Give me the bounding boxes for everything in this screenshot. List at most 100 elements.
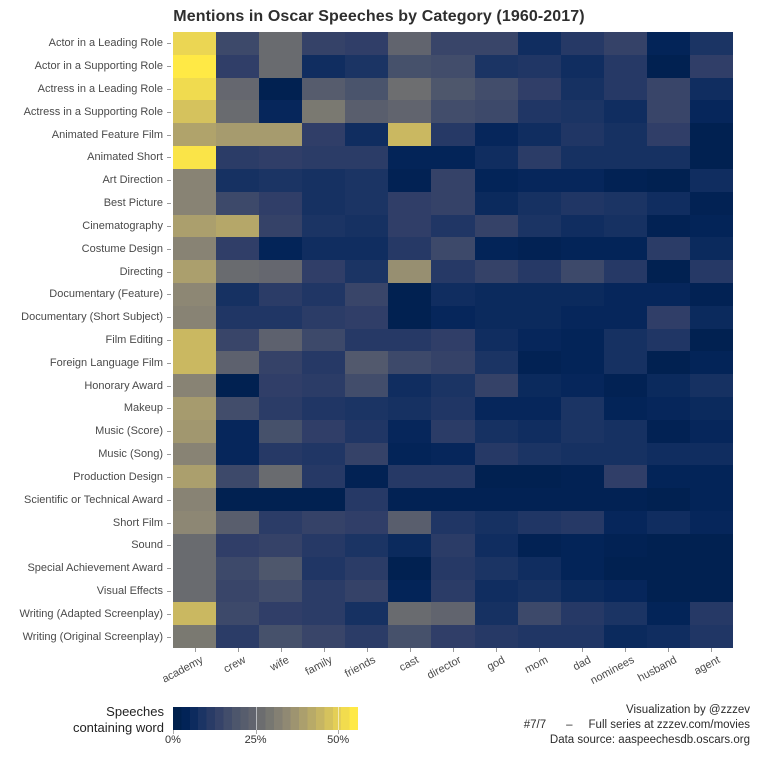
y-axis-tick [167, 111, 171, 113]
heatmap-cell [388, 77, 432, 101]
heatmap-cell [345, 146, 389, 169]
heatmap-cell [603, 54, 647, 78]
heatmap-cell [689, 282, 733, 306]
heatmap-cell [173, 214, 217, 238]
heatmap-cell [345, 168, 389, 192]
heatmap-cell [302, 579, 346, 603]
heatmap-cell [388, 54, 432, 78]
heatmap-cell [689, 305, 733, 329]
heatmap-cell [388, 191, 432, 215]
x-axis-label: wife [268, 654, 292, 674]
heatmap-cell [560, 625, 604, 648]
heatmap-cell [474, 214, 518, 238]
y-axis-label: Documentary (Short Subject) [21, 311, 163, 324]
heatmap-cell [474, 419, 518, 443]
heatmap-cell [474, 328, 518, 352]
heatmap-cell [388, 146, 432, 169]
heatmap-cell [560, 123, 604, 147]
heatmap-cell [259, 32, 303, 55]
heatmap-cell [474, 32, 518, 55]
heatmap-cell [345, 237, 389, 261]
heatmap-cell [646, 625, 690, 648]
heatmap-cell [560, 533, 604, 557]
heatmap-cell [388, 328, 432, 352]
heatmap-cell [560, 419, 604, 443]
heatmap-cell [517, 305, 561, 329]
heatmap-cell [388, 374, 432, 398]
heatmap-cell [173, 351, 217, 375]
heatmap-cell [689, 214, 733, 238]
heatmap-cell [388, 579, 432, 603]
heatmap-cell [388, 625, 432, 648]
y-axis-tick [167, 66, 171, 68]
heatmap-cell [345, 374, 389, 398]
heatmap-cell [259, 419, 303, 443]
x-axis-label: friends [342, 654, 378, 681]
legend-tick-label: 50% [327, 734, 350, 746]
x-axis-label: mom [522, 654, 550, 677]
heatmap-cell [431, 556, 475, 580]
x-axis-tick [366, 648, 368, 652]
heatmap-cell [259, 168, 303, 192]
heatmap-cell [173, 305, 217, 329]
heatmap-cell [560, 397, 604, 420]
y-axis-tick [167, 180, 171, 182]
heatmap-cell [474, 556, 518, 580]
heatmap-cell [173, 488, 217, 512]
heatmap-cell [345, 351, 389, 375]
y-axis-tick [167, 408, 171, 410]
heatmap-cell [474, 442, 518, 466]
heatmap-cell [345, 533, 389, 557]
y-axis-tick [167, 476, 171, 478]
heatmap-cell [345, 282, 389, 306]
heatmap-cell [345, 488, 389, 512]
heatmap-cell [603, 488, 647, 512]
y-axis-label: Costume Design [81, 242, 163, 255]
heatmap-cell [603, 100, 647, 124]
x-axis-tick [625, 648, 627, 652]
heatmap-cell [646, 602, 690, 626]
heatmap-cell [388, 260, 432, 283]
legend-tick-line [255, 707, 257, 730]
heatmap-cell [689, 556, 733, 580]
footer-series-link: Full series at zzzev.com/movies [588, 719, 750, 731]
heatmap-cell [173, 533, 217, 557]
heatmap-cell [173, 260, 217, 283]
heatmap-cell [302, 214, 346, 238]
heatmap-cell [517, 397, 561, 420]
x-axis-label: dad [571, 654, 593, 674]
heatmap-cell [646, 442, 690, 466]
heatmap-cell [646, 260, 690, 283]
heatmap-cell [689, 328, 733, 352]
heatmap-cell [388, 556, 432, 580]
heatmap-cell [302, 465, 346, 489]
heatmap-cell [173, 282, 217, 306]
y-axis-tick [167, 499, 171, 501]
heatmap-cell [603, 419, 647, 443]
heatmap-cell [603, 556, 647, 580]
x-axis-tick [711, 648, 713, 652]
heatmap-cell [302, 602, 346, 626]
heatmap-cell [689, 146, 733, 169]
heatmap-cell [646, 191, 690, 215]
heatmap-cell [689, 54, 733, 78]
heatmap-cell [216, 397, 260, 420]
heatmap-cell [474, 488, 518, 512]
heatmap-cell [689, 32, 733, 55]
heatmap-cell [603, 191, 647, 215]
heatmap-cell [474, 625, 518, 648]
heatmap-cell [431, 214, 475, 238]
heatmap-cell [388, 351, 432, 375]
heatmap-cell [216, 602, 260, 626]
heatmap-cell [689, 488, 733, 512]
heatmap-cell [345, 579, 389, 603]
x-axis-label: crew [222, 654, 249, 676]
heatmap-cell [689, 260, 733, 283]
y-axis-label: Writing (Adapted Screenplay) [19, 607, 163, 620]
y-axis-label: Actress in a Leading Role [37, 83, 163, 96]
heatmap-cell [560, 579, 604, 603]
heatmap-cell [560, 351, 604, 375]
y-axis-label: Film Editing [105, 333, 163, 346]
heatmap-cell [216, 214, 260, 238]
heatmap-cell [517, 511, 561, 534]
